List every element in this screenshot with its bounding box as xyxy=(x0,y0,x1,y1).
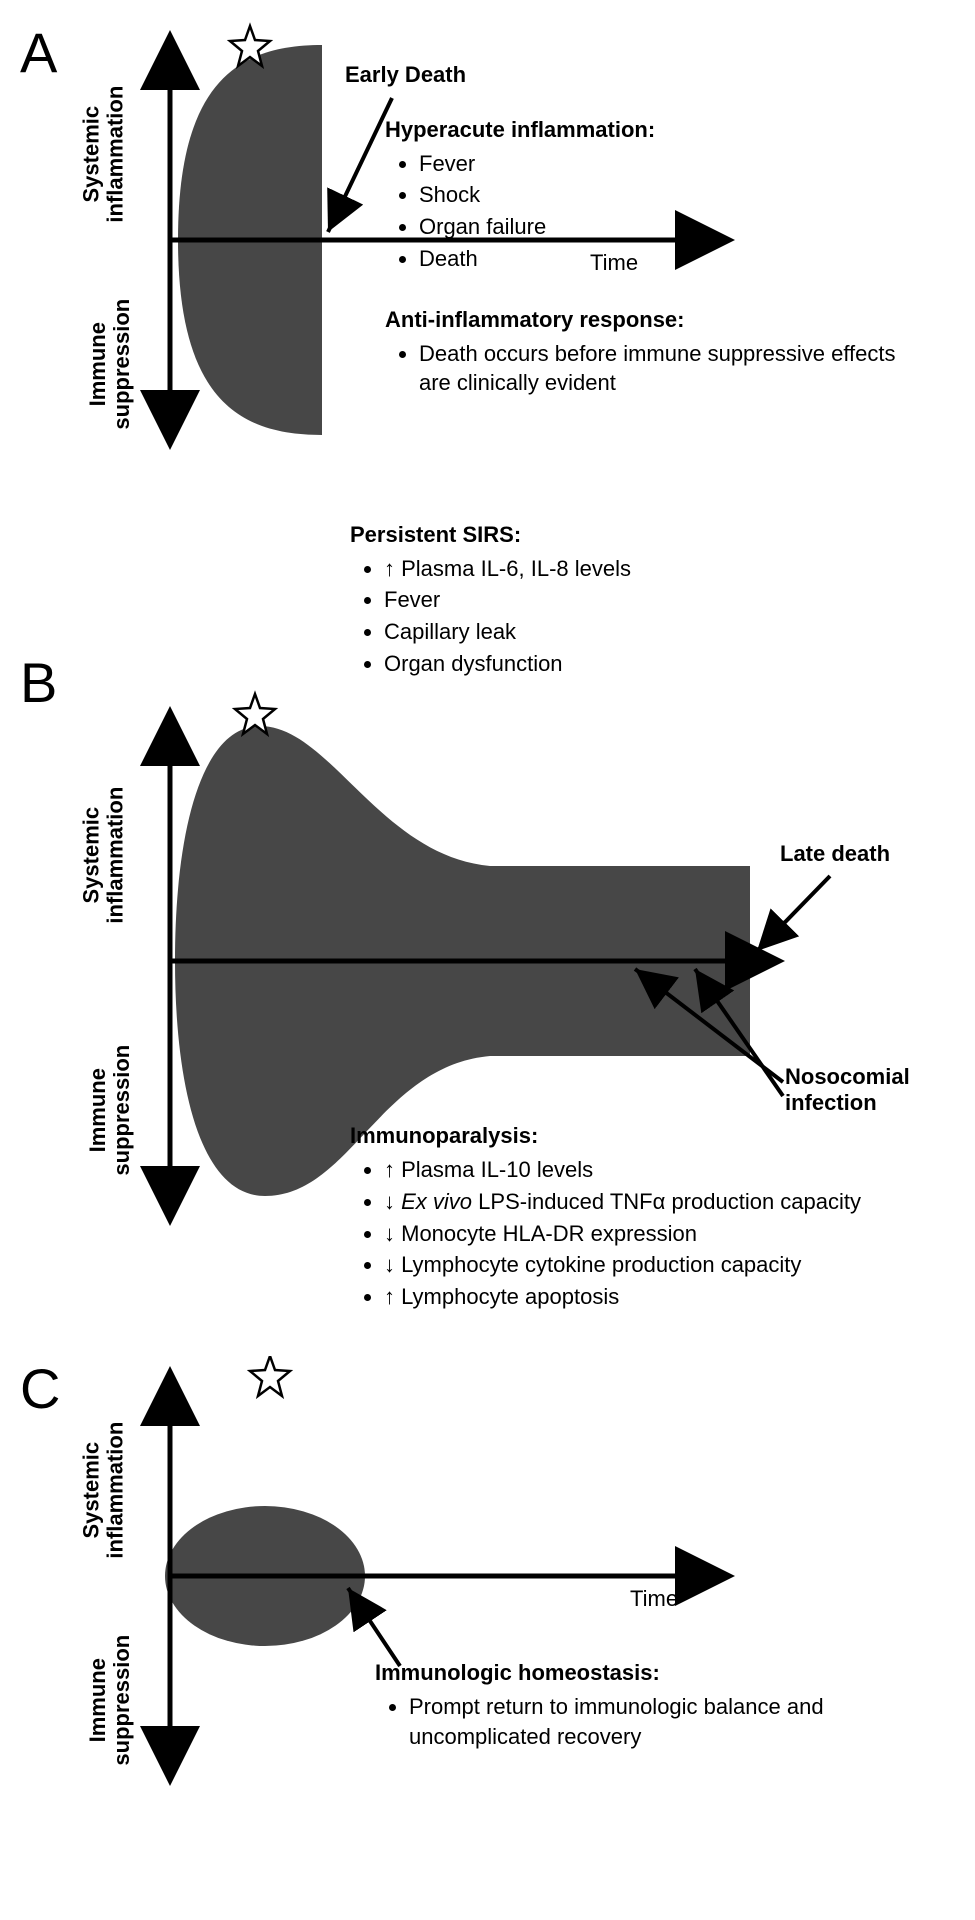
callout-early-death: Early Death xyxy=(345,62,466,88)
hdr-antiinflam: Anti-inflammatory response: xyxy=(385,307,685,332)
y-label-top-c: Systemicinflammation xyxy=(79,1422,127,1559)
list-antiinflam: Death occurs before immune suppressive e… xyxy=(385,339,925,398)
panel-letter-c: C xyxy=(20,1356,60,1421)
y-label-bot-c: Immunesuppression xyxy=(86,1635,134,1766)
callout-late-death: Late death xyxy=(780,841,890,867)
hdr-immunoparalysis: Immunoparalysis: xyxy=(350,1123,538,1148)
li: Death xyxy=(419,244,945,274)
block-sirs: Persistent SIRS: ↑ Plasma IL-6, IL-8 lev… xyxy=(350,520,910,678)
y-label-top-b: Systemicinflammation xyxy=(79,787,127,924)
panel-letter-a: A xyxy=(20,20,57,85)
panel-b: B Persistent SIRS: ↑ Plasma IL-6, IL-8 l… xyxy=(20,520,955,1246)
li: Shock xyxy=(419,180,945,210)
hdr-sirs: Persistent SIRS: xyxy=(350,522,521,547)
arrow-early-death xyxy=(328,98,392,232)
li: Fever xyxy=(419,149,945,179)
li: Death occurs before immune suppressive e… xyxy=(419,339,925,398)
list-hyperacute: Fever Shock Organ failure Death xyxy=(385,149,945,274)
li: Fever xyxy=(384,585,910,615)
li: Organ failure xyxy=(419,212,945,242)
li: ↑ Lymphocyte apoptosis xyxy=(384,1282,975,1312)
list-immunoparalysis: ↑ Plasma IL-10 levels ↓ Ex vivo LPS-indu… xyxy=(350,1155,975,1311)
callout-nosocomial: Nosocomial infection xyxy=(785,1064,910,1115)
panel-a: A Sys xyxy=(20,20,955,460)
diagram-b: Systemicinflammation Immunesuppression L… xyxy=(90,686,955,1246)
block-homeo: Immunologic homeostasis: Prompt return t… xyxy=(375,1658,895,1753)
arrow-late-death xyxy=(757,876,830,951)
li: Organ dysfunction xyxy=(384,649,910,679)
block-antiinflam: Anti-inflammatory response: Death occurs… xyxy=(385,305,925,400)
x-label-c: Time xyxy=(630,1586,678,1612)
panel-c: C Systemicinflammation Immunesuppression… xyxy=(20,1356,955,1796)
hdr-hyperacute: Hyperacute inflammation: xyxy=(385,117,655,142)
li: ↑ Plasma IL-6, IL-8 levels xyxy=(384,554,910,584)
li: ↓ Monocyte HLA-DR expression xyxy=(384,1219,975,1249)
diagram-c: Systemicinflammation Immunesuppression T… xyxy=(90,1356,955,1796)
li: Capillary leak xyxy=(384,617,910,647)
star-c xyxy=(250,1356,290,1396)
panel-letter-b: B xyxy=(20,650,57,715)
y-label-top-a: Systemicinflammation xyxy=(79,86,127,223)
hdr-homeo: Immunologic homeostasis: xyxy=(375,1660,660,1685)
li: ↓ Lymphocyte cytokine production capacit… xyxy=(384,1250,975,1280)
y-label-bot-a: Immunesuppression xyxy=(86,299,134,430)
block-immunoparalysis: Immunoparalysis: ↑ Plasma IL-10 levels ↓… xyxy=(350,1121,975,1313)
list-homeo: Prompt return to immunologic balance and… xyxy=(375,1692,895,1751)
block-hyperacute: Hyperacute inflammation: Fever Shock Org… xyxy=(385,115,945,275)
li: ↑ Plasma IL-10 levels xyxy=(384,1155,975,1185)
li: Prompt return to immunologic balance and… xyxy=(409,1692,895,1751)
li: ↓ Ex vivo LPS-induced TNFα production ca… xyxy=(384,1187,975,1217)
diagram-a: Systemicinflammation Immunesuppression T… xyxy=(90,20,955,460)
list-sirs: ↑ Plasma IL-6, IL-8 levels Fever Capilla… xyxy=(350,554,910,679)
arrow-homeo xyxy=(348,1588,400,1666)
y-label-bot-b: Immunesuppression xyxy=(86,1045,134,1176)
